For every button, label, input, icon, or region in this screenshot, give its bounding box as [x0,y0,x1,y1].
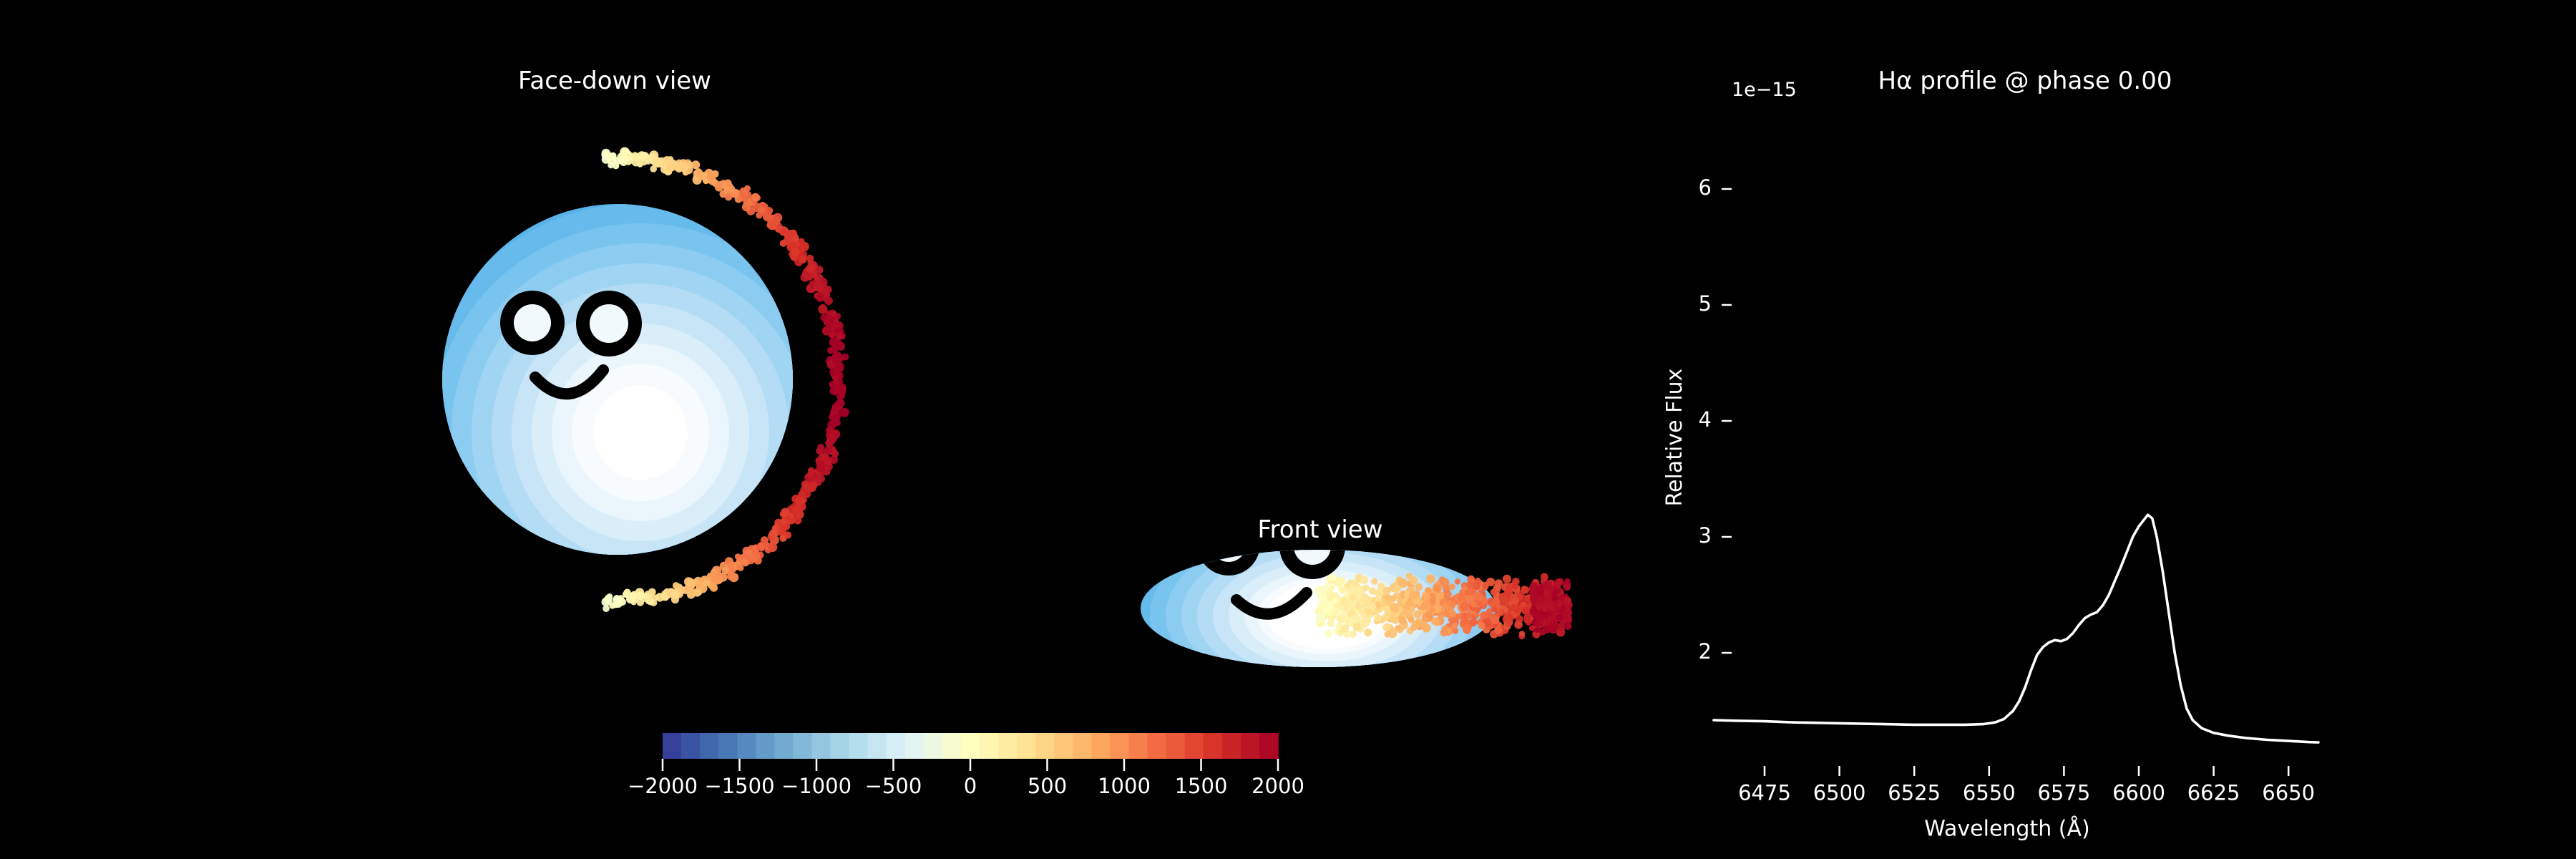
y-axis-label: Relative Flux [1662,369,1687,507]
x-tick-label: 6550 [1963,781,2016,805]
colorbar-tick-label: 500 [1028,774,1067,798]
x-tick-label: 6500 [1813,781,1866,805]
colorbar-tick-label: 1000 [1098,774,1151,798]
colorbar-tick-label: 2000 [1252,774,1304,798]
y-axis-ticks: 2 3 4 5 6 [1699,175,1732,664]
y-tick-label: 4 [1699,407,1712,432]
spectrum-title: Hα profile @ phase 0.00 [1878,67,2172,95]
x-tick-label: 6650 [2262,781,2315,805]
spectrum-line-path [1712,513,2320,744]
front-view-panel: Front view [1141,515,1573,667]
left-eye [1197,550,1260,576]
y-axis-offset-label: 1e−15 [1732,79,1797,101]
smiley-face [500,291,642,400]
smile-mouth [1231,587,1312,620]
right-eye [1279,550,1345,579]
x-axis-label: Wavelength (Å) [1924,816,2089,842]
spectrum-panel: Hα profile @ phase 0.00 1e−15 Wavelength… [1662,67,2320,842]
colorbar-ticks: −2000 −1500 −1000 −500 0 500 1000 1500 2000 [628,759,1304,798]
colorbar-tick-label: 1500 [1175,774,1228,798]
x-tick-label: 6625 [2187,781,2240,805]
x-tick-label: 6575 [2037,781,2090,805]
x-tick-label: 6475 [1738,781,1791,805]
front-view-title: Front view [1257,515,1382,544]
y-tick-label: 5 [1699,291,1712,316]
face-down-panel: Face-down view [442,67,849,612]
colorbar-tick-label: −500 [865,774,922,798]
colorbar-tick-label: −2000 [628,774,698,798]
x-tick-label: 6600 [2112,781,2165,805]
x-tick-label: 6525 [1888,781,1941,805]
outflow-band-scatter [1314,573,1573,640]
colorbar-tick-label: −1000 [781,774,852,798]
smile-mouth [530,364,609,400]
colorbar-tick-label: 0 [964,774,977,798]
velocity-colorbar: −2000 −1500 −1000 −500 0 500 1000 1500 2000 [628,733,1304,798]
y-tick-label: 2 [1699,639,1712,664]
y-tick-label: 6 [1699,175,1712,200]
colorbar-tick-label: −1500 [704,774,774,798]
face-down-title: Face-down view [518,67,711,95]
ring-arc-scatter [601,147,849,612]
y-tick-label: 3 [1699,523,1712,548]
x-axis-ticks: 6475 6500 6525 6550 6575 6600 6625 6650 [1738,766,2315,805]
colorbar-gradient [663,733,1279,759]
